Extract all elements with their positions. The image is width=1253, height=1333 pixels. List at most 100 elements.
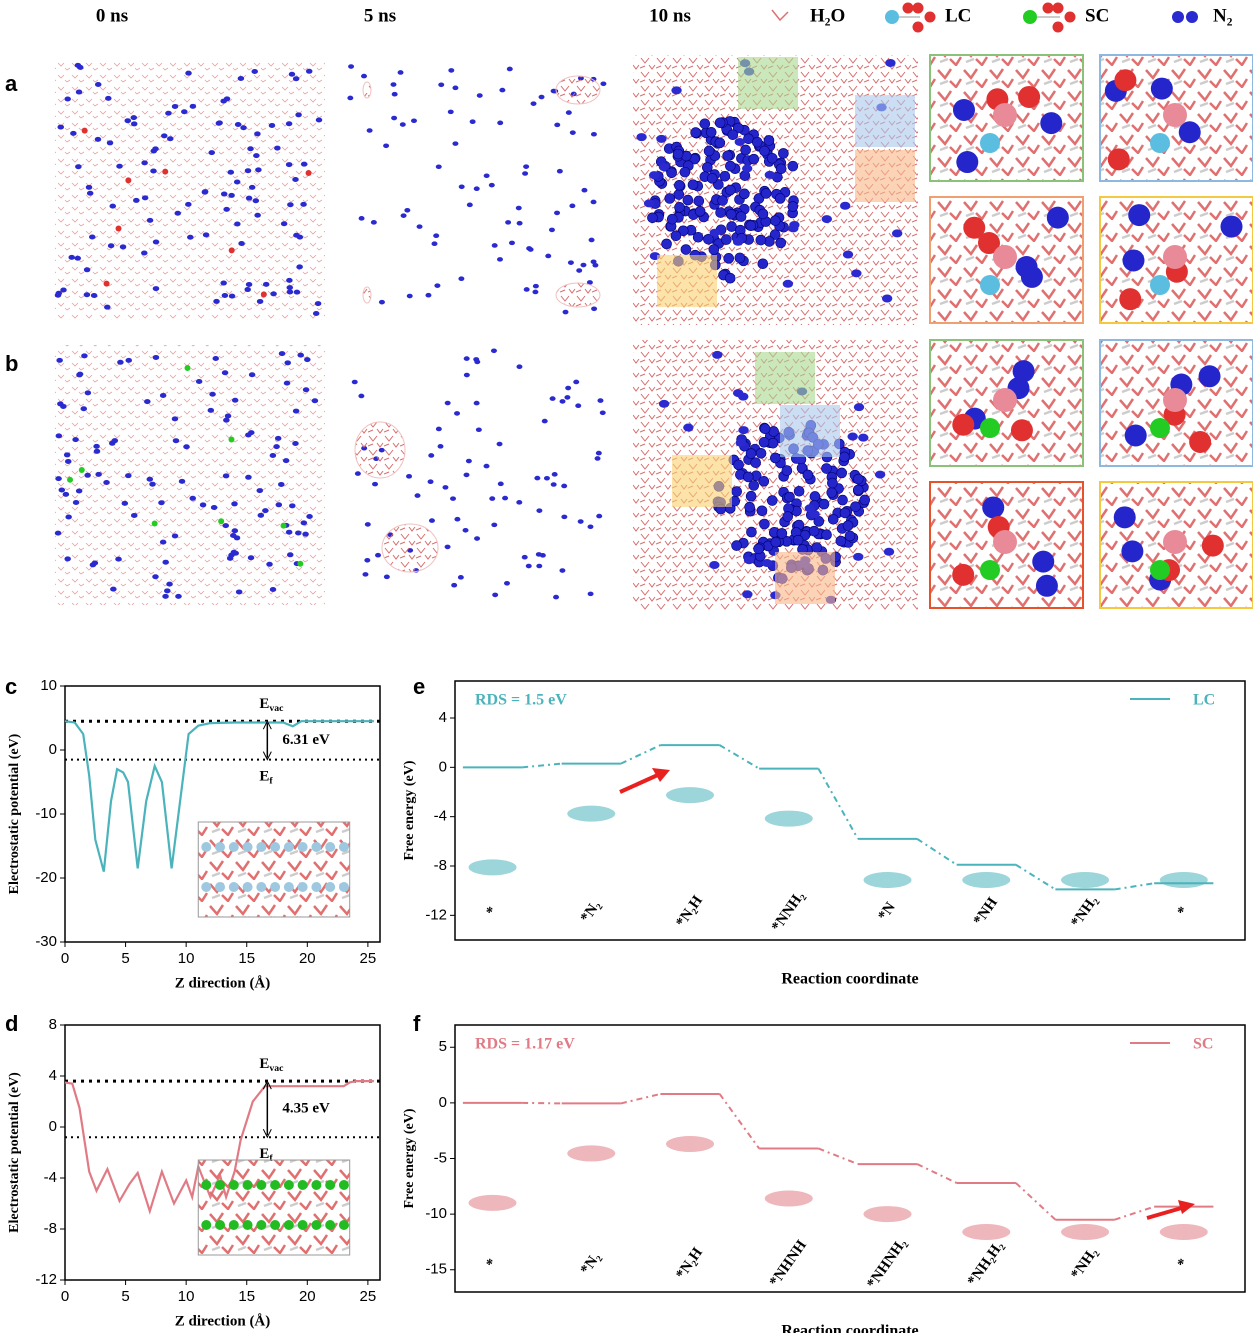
n2-molecule (565, 385, 572, 391)
n2-cluster-atom (731, 486, 742, 497)
n2-molecule (60, 287, 67, 293)
surface-inset (1159, 1224, 1208, 1240)
atom (1032, 550, 1055, 573)
atom (1052, 2, 1064, 14)
n2-molecule (305, 68, 313, 74)
n2-molecule (497, 120, 504, 126)
n2-molecule (463, 356, 470, 361)
n2-molecule (559, 568, 566, 573)
surface-inset (764, 810, 813, 827)
n2-molecule (559, 399, 566, 404)
n2-molecule (62, 491, 70, 497)
n2-molecule (292, 441, 299, 447)
n2-cluster-atom (746, 526, 757, 538)
n2-molecule (64, 458, 72, 464)
n2-molecule (141, 195, 149, 201)
n2-molecule (119, 244, 127, 250)
n2-molecule (741, 164, 753, 173)
atom (256, 842, 267, 852)
panel-label: f (413, 1011, 421, 1036)
n2-molecule (75, 164, 82, 170)
n2-molecule (172, 438, 180, 444)
atom (228, 842, 239, 852)
annotation-sub: f (269, 1153, 273, 1164)
highlight (775, 552, 835, 604)
n2-molecule (293, 289, 301, 295)
n2-molecule (253, 153, 260, 159)
n2-molecule (187, 234, 194, 240)
n2-molecule (549, 396, 556, 401)
n2-molecule (458, 184, 465, 190)
connector (916, 838, 958, 866)
n2-molecule (358, 393, 365, 399)
atom (270, 1180, 281, 1190)
n2-cluster-atom (666, 167, 677, 179)
legend-label: H₂O (810, 5, 845, 26)
n2-molecule (149, 481, 156, 487)
n2-cluster-atom (679, 166, 691, 178)
surface-inset (567, 1145, 616, 1162)
n2-molecule (523, 287, 530, 292)
y-tick-label: -12 (35, 1271, 57, 1288)
n2-molecule (262, 281, 270, 287)
n2-molecule (116, 163, 123, 169)
n2-molecule (223, 417, 230, 423)
y-tick-label: -4 (434, 808, 447, 825)
n2-cluster-atom (853, 473, 864, 485)
solute (280, 522, 287, 529)
n2-cluster-atom (674, 202, 685, 213)
n2-cluster-atom (723, 253, 735, 264)
n2-molecule (300, 161, 308, 167)
n2-molecule (266, 561, 273, 567)
n2-molecule (712, 350, 723, 359)
n2-molecule (564, 395, 571, 400)
n2-molecule (354, 471, 361, 476)
n2-molecule (444, 544, 451, 550)
n2-molecule (146, 476, 154, 482)
water-cluster (354, 421, 406, 479)
n2-molecule (292, 176, 299, 182)
n2-cluster-atom (722, 150, 733, 162)
solute (305, 169, 312, 176)
n2-cluster-atom (787, 160, 799, 172)
n2-molecule (302, 531, 309, 537)
n2-molecule (165, 110, 172, 116)
n2-cluster-atom (727, 129, 739, 141)
n2-molecule (496, 257, 503, 262)
n2-cluster-atom (784, 491, 795, 503)
n2-molecule (274, 435, 282, 441)
n2-molecule (89, 234, 96, 240)
n2-molecule (254, 131, 261, 137)
n2-molecule (587, 524, 594, 530)
n2-cluster-atom (673, 189, 685, 200)
n2-molecule (536, 563, 543, 569)
x-tick-label: *NH (971, 895, 1002, 929)
n2-cluster-atom (719, 170, 731, 182)
n2-molecule (213, 298, 220, 304)
solute (67, 476, 74, 483)
n2-molecule (152, 574, 159, 580)
n2-molecule (221, 370, 229, 376)
n2-molecule (248, 372, 256, 378)
n2-molecule (58, 487, 66, 493)
n2-molecule (742, 590, 753, 599)
n2-molecule (245, 474, 252, 480)
n2-molecule (109, 203, 116, 209)
solute (125, 177, 132, 184)
n2-molecule (539, 553, 546, 558)
n2-molecule (414, 493, 421, 498)
n2-molecule (164, 588, 171, 594)
n2-molecule (315, 117, 323, 123)
n2-molecule (227, 169, 235, 175)
annotation: RDS = 1.17 eV (475, 1036, 575, 1053)
n2-cluster-atom (844, 530, 856, 542)
panel-label: e (413, 674, 425, 699)
n2-molecule (256, 298, 264, 304)
n2-cluster-atom (769, 229, 781, 240)
n2-molecule (278, 481, 285, 487)
n2-molecule (75, 89, 83, 95)
connector (817, 768, 859, 840)
n2-molecule (185, 70, 192, 76)
n2-molecule (643, 199, 655, 208)
